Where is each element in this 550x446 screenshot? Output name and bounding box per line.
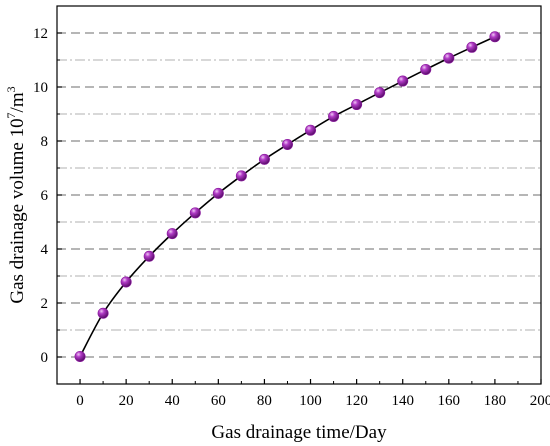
data-point bbox=[120, 276, 132, 288]
grid-layer bbox=[57, 32, 541, 358]
y-tick-label: 6 bbox=[41, 188, 49, 204]
data-point bbox=[189, 207, 201, 219]
data-point bbox=[397, 75, 409, 87]
data-point bbox=[212, 187, 224, 199]
series-line bbox=[79, 36, 496, 357]
x-tick-label: 40 bbox=[165, 393, 180, 409]
y-tick-label: 10 bbox=[33, 80, 48, 96]
x-tick-label: 20 bbox=[119, 393, 134, 409]
data-point bbox=[351, 99, 363, 111]
data-point bbox=[374, 87, 386, 99]
y-tick-label: 8 bbox=[41, 134, 49, 150]
x-tick-label: 80 bbox=[257, 393, 272, 409]
data-point bbox=[328, 110, 340, 122]
data-point bbox=[235, 170, 247, 182]
x-tick-label: 160 bbox=[438, 393, 461, 409]
x-tick-label: 120 bbox=[345, 393, 368, 409]
data-point bbox=[166, 228, 178, 240]
y-tick-label: 2 bbox=[41, 296, 49, 312]
data-point bbox=[420, 63, 432, 75]
data-point bbox=[466, 41, 478, 53]
y-axis-title-sup2: 3 bbox=[4, 86, 18, 92]
y-axis-title-mid: /m bbox=[7, 92, 28, 112]
y-axis-title-main: Gas drainage volume 10 bbox=[7, 118, 28, 303]
y-tick-label: 0 bbox=[41, 350, 49, 366]
data-point bbox=[74, 350, 86, 362]
y-axis-title: Gas drainage volume 107/m3 bbox=[4, 86, 28, 303]
y-axis-title-sup1: 7 bbox=[4, 112, 18, 118]
data-point bbox=[258, 153, 270, 165]
x-tick-label: 0 bbox=[76, 393, 84, 409]
data-point bbox=[143, 250, 155, 262]
x-axis-title: Gas drainage time/Day bbox=[211, 422, 387, 443]
x-tick-label: 140 bbox=[391, 393, 414, 409]
data-point bbox=[97, 307, 109, 319]
curve-layer bbox=[79, 36, 496, 357]
x-tick-label: 200 bbox=[530, 393, 550, 409]
y-tick-label: 4 bbox=[41, 242, 49, 258]
data-point bbox=[443, 52, 455, 64]
data-point bbox=[489, 31, 501, 43]
y-tick-label: 12 bbox=[33, 26, 48, 42]
marker-layer bbox=[74, 31, 501, 362]
data-point bbox=[305, 124, 317, 136]
x-tick-label: 60 bbox=[211, 393, 226, 409]
x-tick-label: 100 bbox=[299, 393, 322, 409]
data-point bbox=[281, 139, 293, 151]
x-tick-label: 180 bbox=[484, 393, 507, 409]
